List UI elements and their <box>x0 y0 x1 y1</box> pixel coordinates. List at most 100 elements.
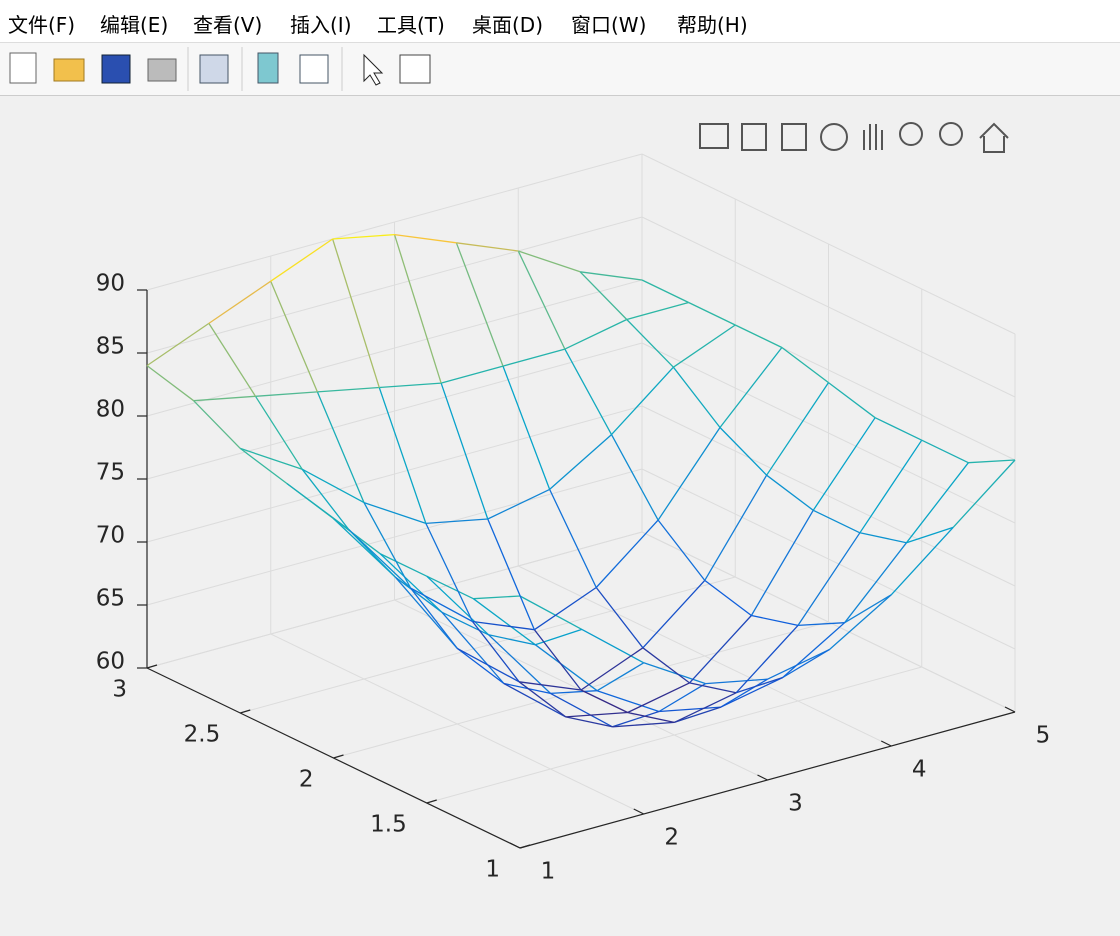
mesh-segment <box>488 634 536 646</box>
mesh-segment <box>750 509 814 616</box>
mesh-segment <box>270 280 318 393</box>
mesh-segment <box>255 391 318 397</box>
zoom-in-icon[interactable] <box>899 122 923 146</box>
legend-icon[interactable] <box>299 54 329 84</box>
home-icon[interactable] <box>979 122 1009 153</box>
mesh-segment <box>550 692 613 728</box>
mesh-segment <box>657 519 706 581</box>
mesh-segment <box>410 587 473 623</box>
z-tick-label: 80 <box>96 397 125 423</box>
colorbar-icon[interactable] <box>257 52 279 84</box>
rotate-legend-icon[interactable] <box>781 123 807 151</box>
toolbar <box>0 43 1120 96</box>
mesh-segment <box>580 271 643 281</box>
y-tick-label: 1.5 <box>370 812 407 838</box>
menu-item[interactable]: 查看(V) <box>193 13 263 37</box>
x-tick-label: 4 <box>912 757 927 783</box>
link-icon[interactable] <box>199 54 229 84</box>
mesh-segment <box>782 649 830 679</box>
mesh-segment <box>828 382 876 419</box>
menu-item[interactable]: 桌面(D) <box>472 13 544 37</box>
grid-line <box>146 531 643 669</box>
mesh-segment <box>441 611 505 684</box>
mesh-segment <box>734 324 783 349</box>
datatip-icon[interactable] <box>741 123 767 151</box>
mesh-segment <box>193 395 256 402</box>
menu-item[interactable]: 插入(I) <box>290 13 352 37</box>
mesh-segment <box>535 628 583 646</box>
mesh-segment <box>379 382 442 389</box>
mesh-segment <box>812 417 876 511</box>
new-icon[interactable] <box>9 52 37 84</box>
mesh-segment <box>472 620 535 631</box>
pan-icon[interactable] <box>863 124 883 150</box>
mesh-segment <box>859 532 907 544</box>
mesh-segment <box>844 594 892 624</box>
y-tick-label: 3 <box>112 677 127 703</box>
axes: 60 65 70 75 80 85 90 1 2 3 4 5 1 1.5 2 2.5 3 <box>96 122 1051 885</box>
mesh-segment <box>968 459 1016 464</box>
mesh-segment <box>580 647 644 691</box>
x-tick-label: 3 <box>788 791 803 817</box>
mesh-segment <box>534 586 597 631</box>
mesh-segment <box>642 647 690 684</box>
mesh-segment <box>581 628 645 664</box>
save-icon[interactable] <box>101 54 131 84</box>
property-icon[interactable] <box>399 54 431 84</box>
mesh-segment <box>456 647 520 683</box>
mesh-segment <box>440 365 504 384</box>
menu-item[interactable]: 窗口(W) <box>571 13 647 37</box>
mesh-segment <box>379 553 428 577</box>
rotate-icon[interactable] <box>820 123 848 151</box>
pointer-icon[interactable] <box>363 53 384 86</box>
menu-item[interactable]: 文件(F) <box>8 13 76 37</box>
mesh-segment <box>487 518 535 630</box>
mesh-segment <box>363 502 412 589</box>
mesh-segment <box>240 447 303 470</box>
tick-mark <box>426 799 437 804</box>
mesh-segment <box>379 553 443 613</box>
print-icon[interactable] <box>147 58 177 82</box>
menu-item[interactable]: 编辑(E) <box>100 13 169 37</box>
mesh-segment <box>270 238 333 282</box>
mesh-segment <box>844 542 908 624</box>
mesh-segment <box>720 678 768 708</box>
mesh-segment <box>874 417 923 441</box>
mesh-segment <box>579 271 628 320</box>
mesh-segment <box>394 576 458 649</box>
mesh-segment <box>317 386 380 393</box>
mesh-segment <box>921 439 969 464</box>
mesh-segment <box>519 595 583 630</box>
x-tick-label: 1 <box>541 859 556 885</box>
mesh-segment <box>797 622 845 627</box>
open-icon[interactable] <box>53 58 85 82</box>
mesh-segment <box>456 242 519 252</box>
mesh-segment <box>146 322 210 367</box>
menu-item[interactable]: 帮助(H) <box>677 13 748 37</box>
mesh-segment <box>518 250 581 273</box>
z-tick-label: 65 <box>96 586 125 612</box>
mesh-segment <box>378 387 427 524</box>
z-tick-label: 75 <box>96 460 125 486</box>
x-tick-label: 2 <box>664 825 679 851</box>
mesh-segment <box>595 519 659 588</box>
tick-mark <box>146 664 158 669</box>
mesh-segment <box>363 501 427 525</box>
y-tick-label: 2 <box>299 767 314 793</box>
menu-item[interactable]: 工具(T) <box>377 13 445 37</box>
mesh-segment <box>642 579 706 649</box>
mesh-segment <box>766 382 830 476</box>
brush-icon[interactable] <box>699 123 729 149</box>
zoom-out-icon[interactable] <box>939 122 963 146</box>
mesh-segment <box>781 346 829 384</box>
z-tick-label: 60 <box>96 649 125 675</box>
y-tick-label: 2.5 <box>184 722 221 748</box>
x-tick-label: 5 <box>1036 723 1051 749</box>
mesh-segment <box>596 662 645 692</box>
mesh-segment <box>425 523 474 622</box>
mesh-segment <box>348 529 412 589</box>
mesh-segment <box>455 242 504 367</box>
mesh-segment <box>549 434 612 490</box>
mesh-segment <box>550 690 598 695</box>
grid-line <box>240 576 736 714</box>
